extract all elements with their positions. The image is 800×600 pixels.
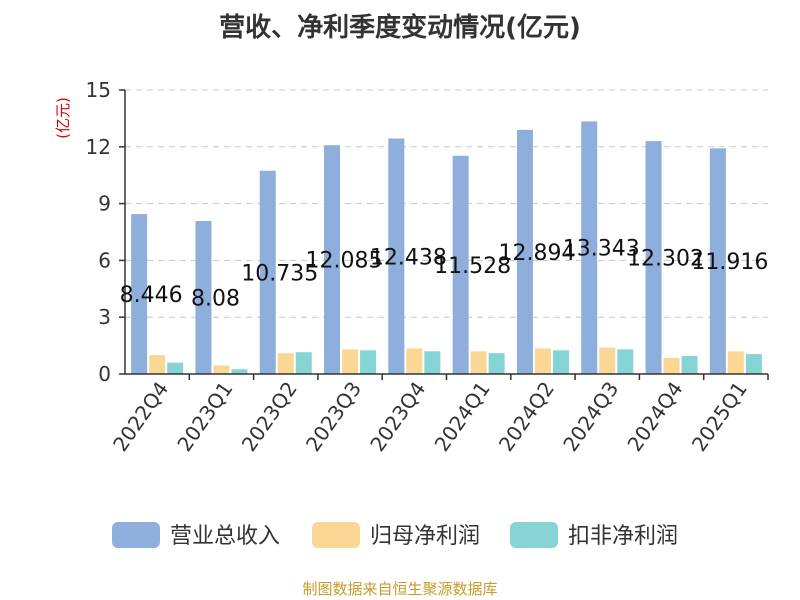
bar-deducted-net-profit	[681, 356, 698, 374]
x-tick-label: 2023Q4	[365, 377, 430, 456]
bar-deducted-net-profit	[617, 349, 634, 374]
legend-item[interactable]: 归母净利润	[312, 522, 480, 549]
data-label: 12.085	[306, 249, 383, 274]
bar-deducted-net-profit	[231, 369, 248, 374]
x-tick-label: 2024Q4	[622, 377, 687, 456]
x-tick-label: 2022Q4	[108, 377, 173, 456]
y-tick-label: 3	[98, 305, 111, 329]
y-tick-label: 6	[98, 248, 111, 272]
bar-revenue	[709, 148, 726, 374]
bar-deducted-net-profit	[424, 351, 441, 374]
x-tick-label: 2024Q2	[494, 377, 559, 456]
bar-revenue	[645, 141, 662, 374]
bar-net-profit	[342, 349, 359, 374]
bar-deducted-net-profit	[488, 353, 505, 374]
x-tick-label: 2024Q3	[558, 377, 623, 456]
legend-item[interactable]: 扣非净利润	[510, 522, 678, 549]
bar-deducted-net-profit	[167, 362, 184, 374]
legend[interactable]: 营业总收入 归母净利润 扣非净利润	[112, 522, 678, 549]
bars	[131, 121, 762, 375]
bar-net-profit	[663, 357, 680, 374]
bar-net-profit	[470, 351, 487, 374]
data-label: 12.302	[627, 247, 704, 272]
gridlines	[125, 89, 768, 318]
bar-revenue	[452, 155, 469, 374]
bar-revenue	[388, 138, 405, 374]
bar-deducted-net-profit	[360, 350, 377, 374]
bar-deducted-net-profit	[295, 352, 312, 374]
chart-title: 营收、净利季度变动情况(亿元)	[219, 12, 581, 43]
legend-item[interactable]: 营业总收入	[112, 522, 280, 549]
data-label: 13.343	[563, 237, 640, 262]
legend-label: 归母净利润	[370, 524, 480, 549]
source-note: 制图数据来自恒生聚源数据库	[302, 580, 497, 598]
legend-label: 营业总收入	[170, 524, 280, 549]
legend-label: 扣非净利润	[568, 524, 678, 549]
y-tick-label: 15	[86, 78, 111, 102]
bar-net-profit	[534, 348, 551, 374]
bar-net-profit	[213, 365, 230, 374]
bar-net-profit	[727, 351, 744, 374]
data-label: 11.916	[691, 250, 768, 275]
legend-swatch	[312, 522, 360, 548]
x-tick-label: 2023Q3	[301, 377, 366, 456]
legend-swatch	[112, 522, 160, 548]
bar-revenue	[324, 145, 341, 374]
x-tick-label: 2024Q1	[430, 377, 495, 456]
bar-revenue	[581, 121, 598, 375]
y-tick-label: 0	[98, 362, 111, 386]
bar-net-profit	[406, 348, 423, 374]
data-labels: 8.446 8.0810.73512.08512.43811.52812.8941…	[120, 237, 769, 312]
bar-net-profit	[277, 353, 294, 374]
data-label: 10.735	[241, 261, 318, 286]
bar-net-profit	[149, 355, 166, 374]
y-unit-label: (亿元)	[54, 97, 72, 139]
bar-deducted-net-profit	[552, 350, 569, 374]
y-tick-label: 12	[86, 135, 111, 159]
bar-revenue	[259, 170, 276, 374]
bar-revenue	[131, 214, 148, 374]
data-label: 12.438	[370, 245, 447, 270]
data-label: 8.446	[120, 283, 183, 308]
data-label: 12.894	[498, 241, 575, 266]
x-tick-label: 2023Q1	[172, 377, 237, 456]
bar-revenue	[516, 129, 533, 374]
data-label: 11.528	[434, 254, 511, 279]
bar-revenue	[195, 221, 212, 374]
bar-net-profit	[599, 347, 616, 374]
x-tick-label: 2025Q1	[687, 377, 752, 456]
data-label: 8.08	[191, 287, 240, 312]
y-tick-label: 9	[98, 192, 111, 216]
bar-deducted-net-profit	[745, 354, 762, 374]
legend-swatch	[510, 522, 558, 548]
x-tick-label: 2023Q2	[237, 377, 302, 456]
